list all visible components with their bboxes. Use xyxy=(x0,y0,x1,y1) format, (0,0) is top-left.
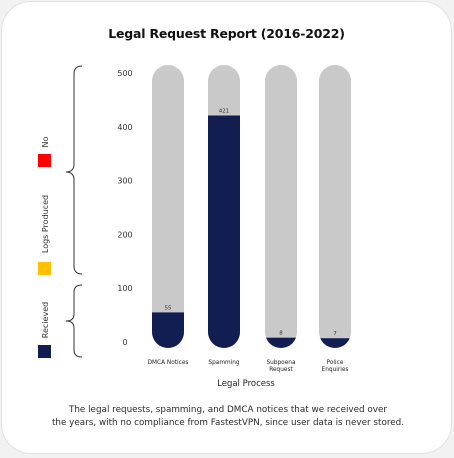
y-axis: 0 100 200 300 400 500 xyxy=(117,69,132,347)
caption-line-2: the years, with no compliance from Faste… xyxy=(51,418,405,428)
x-axis: DMCA Notices Spamming Subpoena Request Polic… xyxy=(148,360,349,373)
legend-swatch xyxy=(38,154,51,167)
x-tick-label: Subpoena Request xyxy=(266,360,296,373)
bar-value-label: 55 xyxy=(165,305,172,311)
bar-group: 421 xyxy=(208,65,240,348)
y-tick-label: 300 xyxy=(117,177,132,186)
y-tick-label: 100 xyxy=(117,284,132,293)
y-tick-label: 200 xyxy=(117,230,132,239)
legend-swatch xyxy=(38,262,51,275)
bar xyxy=(208,115,240,348)
bar-track xyxy=(319,65,351,348)
legend-label: No xyxy=(41,136,50,147)
bar-group: 55 xyxy=(152,65,184,348)
legend-label: Logs Produced xyxy=(41,195,50,253)
x-tick-label: Police Enquiries xyxy=(322,360,349,373)
caption-line-1: The legal requests, spamming, and DMCA n… xyxy=(68,405,388,415)
bar-track xyxy=(152,65,184,348)
y-tick-label: 400 xyxy=(117,123,132,132)
bar-group: 8 xyxy=(265,65,297,348)
caption: The legal requests, spamming, and DMCA n… xyxy=(12,404,444,430)
bar-track xyxy=(265,65,297,348)
x-axis-title: Legal Process xyxy=(217,379,275,389)
legend-brace-bottom xyxy=(65,284,83,358)
legend-swatch xyxy=(38,345,51,358)
y-tick-label: 500 xyxy=(117,69,132,78)
bar xyxy=(319,338,351,348)
bar-group: 7 xyxy=(319,65,351,348)
x-tick-label: Spamming xyxy=(208,360,239,366)
bar-value-label: 8 xyxy=(279,331,283,337)
x-tick-label: DMCA Notices xyxy=(148,360,189,366)
legend-brace-top xyxy=(65,65,83,275)
bar-value-label: 7 xyxy=(333,331,337,337)
legend: No Logs Produced Recieved xyxy=(38,65,83,358)
y-tick-label: 0 xyxy=(122,338,127,347)
chart-title: Legal Request Report (2016-2022) xyxy=(108,26,345,41)
bar xyxy=(152,312,184,348)
bars: 55 421 8 7 xyxy=(152,65,351,348)
bar-value-label: 421 xyxy=(219,109,230,115)
bar xyxy=(265,337,297,348)
legend-label: Recieved xyxy=(41,302,50,338)
